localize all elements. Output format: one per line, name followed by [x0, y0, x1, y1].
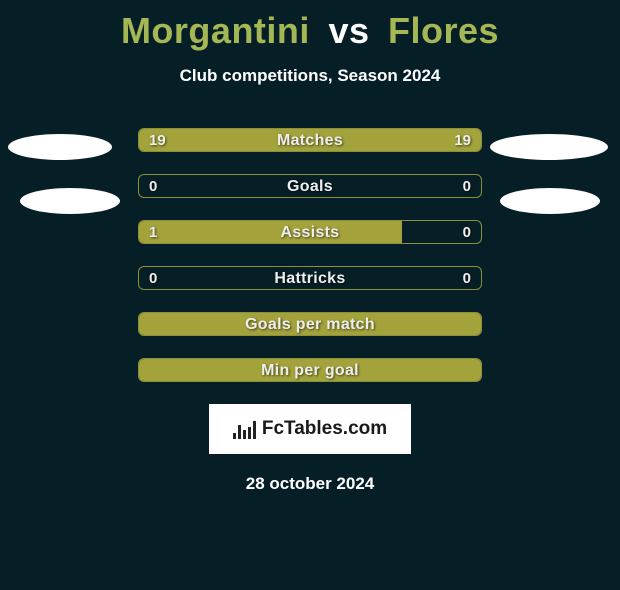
subtitle: Club competitions, Season 2024 [0, 66, 620, 86]
footer-date: 28 october 2024 [0, 474, 620, 494]
stat-row: Goals per match [138, 312, 482, 336]
profile-ellipse [20, 188, 120, 214]
bars-icon [233, 419, 256, 439]
stat-rows: 1919Matches 00Goals 10Assists 00Hattricks Go… [138, 128, 482, 382]
profile-ellipse [8, 134, 112, 160]
stat-row: 10Assists [138, 220, 482, 244]
stat-row: 00Hattricks [138, 266, 482, 290]
stat-label: Hattricks [139, 267, 481, 290]
profile-ellipse [500, 188, 600, 214]
stat-row: Min per goal [138, 358, 482, 382]
title-player1: Morgantini [121, 10, 310, 51]
stat-row: 1919Matches [138, 128, 482, 152]
stat-row: 00Goals [138, 174, 482, 198]
page-title: Morgantini vs Flores [0, 10, 620, 52]
footer-badge: FcTables.com [209, 404, 411, 454]
profile-ellipse [490, 134, 608, 160]
stat-label: Goals per match [139, 313, 481, 336]
title-player2: Flores [388, 10, 499, 51]
stat-label: Matches [139, 129, 481, 152]
footer-brand: FcTables.com [262, 418, 387, 440]
stat-label: Goals [139, 175, 481, 198]
stat-label: Assists [139, 221, 481, 244]
title-vs: vs [328, 10, 369, 51]
stat-label: Min per goal [139, 359, 481, 382]
